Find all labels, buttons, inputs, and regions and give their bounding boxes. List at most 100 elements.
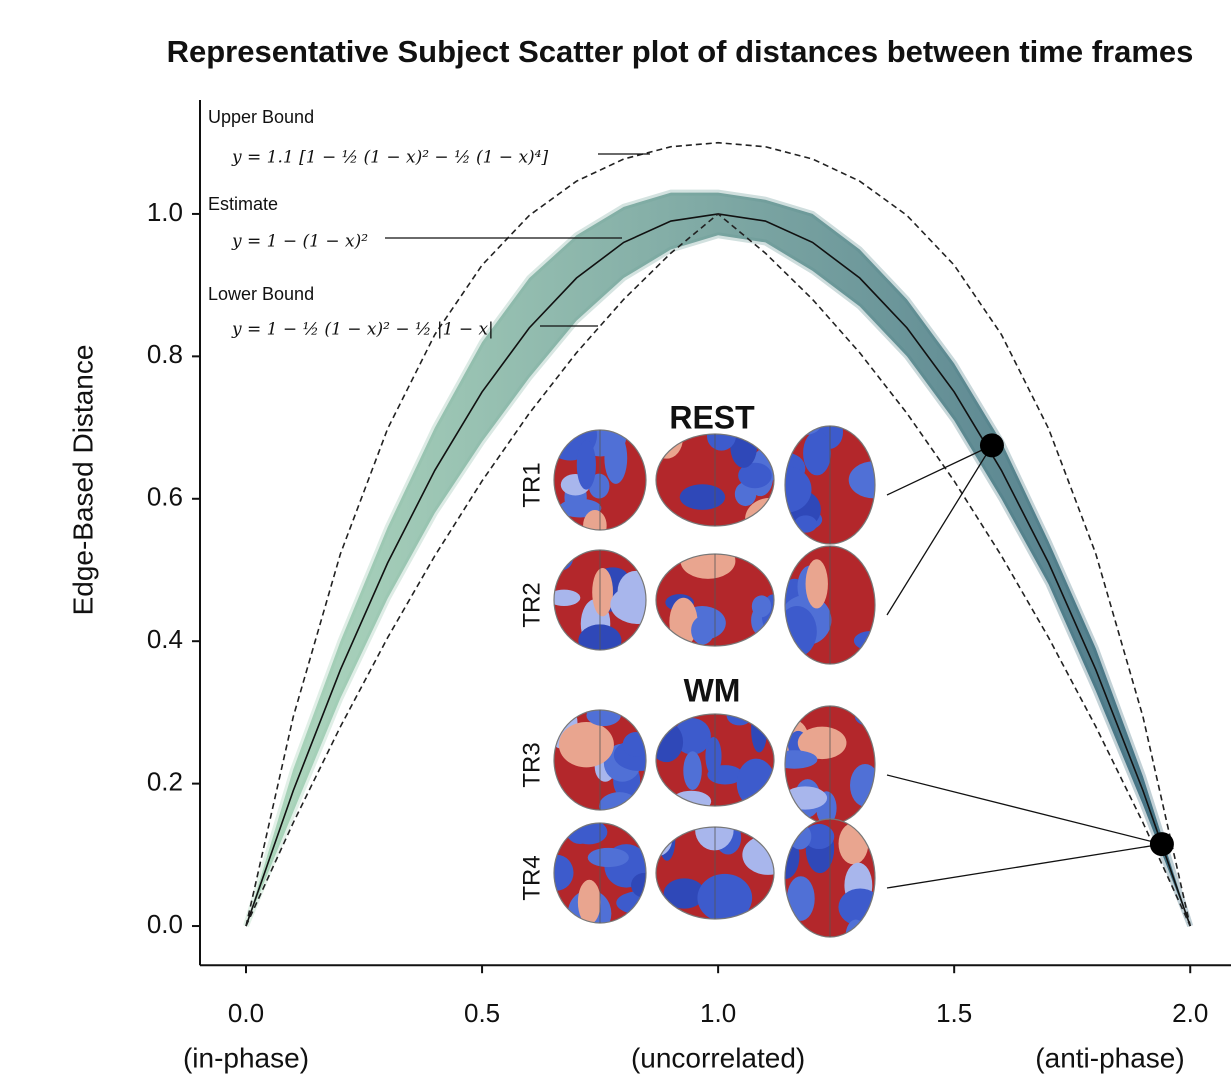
x-sublabel: (anti-phase) bbox=[1035, 1043, 1184, 1074]
brain-patch bbox=[586, 710, 621, 727]
brain-patch bbox=[604, 432, 628, 484]
highlight-point bbox=[979, 433, 1004, 458]
annotation-title: Upper Bound bbox=[208, 107, 314, 127]
annotation-title: Lower Bound bbox=[208, 284, 314, 304]
brain-patch bbox=[738, 462, 772, 489]
brain-patch bbox=[679, 484, 726, 510]
x-tick-label: 1.5 bbox=[936, 998, 972, 1028]
brain-patch bbox=[577, 879, 601, 923]
brain-patch bbox=[592, 567, 613, 617]
brain-patch bbox=[576, 440, 596, 490]
brain-patch bbox=[663, 878, 705, 909]
brain bbox=[554, 710, 646, 810]
annotation-title: Estimate bbox=[208, 194, 278, 214]
y-tick-label: 0.4 bbox=[147, 624, 183, 654]
connector bbox=[886, 774, 1163, 845]
x-tick-label: 0.5 bbox=[464, 998, 500, 1028]
connector bbox=[886, 445, 993, 616]
brain-patch bbox=[631, 872, 646, 898]
brain-patch bbox=[697, 873, 753, 919]
chart-title: Representative Subject Scatter plot of d… bbox=[166, 34, 1194, 69]
brain bbox=[785, 426, 875, 544]
y-tick-label: 0.6 bbox=[147, 482, 183, 512]
brain-patch bbox=[786, 876, 815, 921]
brain-patch bbox=[785, 786, 828, 810]
brain-patch bbox=[850, 763, 875, 807]
brain-patch bbox=[805, 559, 828, 609]
brain bbox=[554, 550, 646, 650]
brain bbox=[656, 714, 774, 806]
inset-title: REST bbox=[669, 399, 755, 435]
brain-patch bbox=[583, 510, 607, 530]
brain bbox=[785, 706, 875, 824]
row-label: TR2 bbox=[518, 582, 545, 627]
brain-patch bbox=[616, 890, 646, 915]
x-sublabel: (uncorrelated) bbox=[631, 1043, 805, 1074]
brain bbox=[554, 823, 646, 923]
brain-patch bbox=[558, 722, 614, 768]
brain-patch bbox=[853, 631, 875, 651]
brain-patch bbox=[797, 726, 847, 760]
highlight-point bbox=[1149, 832, 1174, 857]
brain-patch bbox=[785, 606, 817, 657]
brain bbox=[554, 430, 646, 530]
y-tick-label: 0.2 bbox=[147, 766, 183, 796]
brain-patch bbox=[656, 722, 684, 763]
brain-patch bbox=[765, 827, 774, 841]
curve bbox=[245, 212, 1191, 927]
brain-patch bbox=[554, 854, 574, 891]
brain-patch bbox=[695, 827, 734, 851]
x-tick-label: 1.0 bbox=[700, 998, 736, 1028]
brain-patch bbox=[683, 751, 702, 790]
y-axis-label: Edge-Based Distance bbox=[67, 345, 98, 616]
y-tick-label: 0.0 bbox=[147, 909, 183, 939]
row-label: TR3 bbox=[518, 742, 545, 787]
row-label: TR4 bbox=[518, 855, 545, 900]
brain-patch bbox=[838, 822, 869, 865]
brain-patch bbox=[656, 827, 673, 857]
brain-patch bbox=[587, 847, 629, 868]
brain bbox=[656, 554, 774, 646]
brain-patch bbox=[785, 466, 812, 513]
x-tick-label: 2.0 bbox=[1172, 998, 1208, 1028]
brain bbox=[656, 827, 774, 919]
brain bbox=[785, 819, 875, 937]
brain-patch bbox=[854, 707, 875, 727]
brain-patch bbox=[848, 461, 875, 499]
brain-patch bbox=[674, 718, 711, 755]
inset-title: WM bbox=[684, 672, 741, 708]
brain-patch bbox=[838, 888, 875, 926]
annotation-formula: y = 1.1 [1 − ½ (1 − x)² − ½ (1 − x)⁴] bbox=[231, 148, 548, 168]
y-tick-label: 1.0 bbox=[147, 197, 183, 227]
brain-patch bbox=[706, 434, 736, 451]
brain-patch bbox=[803, 824, 835, 850]
brain-patch bbox=[803, 430, 831, 476]
brain-patch bbox=[554, 550, 574, 571]
annotation-formula: y = 1 − ½ (1 − x)² − ½ |1 − x| bbox=[231, 320, 494, 340]
brain-patch bbox=[610, 585, 646, 624]
brain-patch bbox=[705, 737, 722, 776]
x-sublabel: (in-phase) bbox=[183, 1043, 309, 1074]
brain-patch bbox=[751, 595, 772, 618]
brain-patch bbox=[742, 834, 774, 875]
brain-patch bbox=[785, 750, 818, 769]
brain-patch bbox=[794, 515, 818, 533]
brain-patch bbox=[845, 919, 867, 937]
brain bbox=[785, 546, 875, 664]
brain-patch bbox=[671, 790, 712, 806]
brain-patch bbox=[622, 732, 646, 757]
connector bbox=[886, 444, 993, 496]
connector bbox=[886, 843, 1163, 889]
row-label: TR1 bbox=[518, 462, 545, 507]
y-tick-label: 0.8 bbox=[147, 339, 183, 369]
curve bbox=[245, 141, 1192, 927]
brain-patch bbox=[785, 426, 821, 436]
brain-patch bbox=[700, 554, 733, 569]
brain-patch bbox=[554, 589, 581, 606]
brain-patch bbox=[691, 616, 715, 645]
brain-patch bbox=[734, 482, 757, 507]
x-tick-label: 0.0 bbox=[228, 998, 264, 1028]
annotation-formula: y = 1 − (1 − x)² bbox=[231, 232, 368, 252]
